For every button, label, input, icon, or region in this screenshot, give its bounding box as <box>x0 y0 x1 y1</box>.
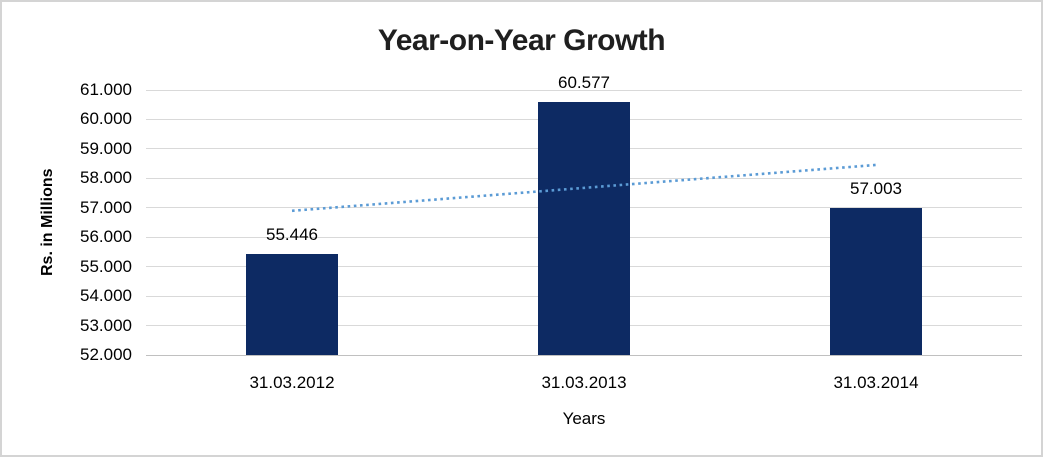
bar-31.03.2013 <box>538 102 630 355</box>
x-axis-line <box>146 354 1022 356</box>
gridline <box>146 89 1022 91</box>
bar-31.03.2014 <box>830 207 922 355</box>
chart-title: Year-on-Year Growth <box>377 24 666 57</box>
y-tick-label: 52.000 <box>80 345 132 364</box>
x-axis-title: Years <box>562 409 606 428</box>
y-tick-label: 61.000 <box>80 80 132 99</box>
y-tick-label: 57.000 <box>80 197 132 217</box>
plot-area: 55.446 60.577 57.003 <box>146 74 1022 356</box>
y-tick-label: 53.000 <box>80 315 132 335</box>
bar-value-label: 57.003 <box>850 178 902 198</box>
bar-31.03.2012 <box>246 253 338 355</box>
y-tick-label: 60.000 <box>80 109 132 129</box>
x-tick-label: 31.03.2012 <box>249 373 335 392</box>
bar-value-label: 55.446 <box>266 224 318 244</box>
y-tick-label: 59.000 <box>80 138 132 158</box>
x-tick-label: 31.03.2013 <box>541 373 627 392</box>
x-tick-label: 31.03.2014 <box>833 373 919 392</box>
y-tick-label: 54.000 <box>80 286 132 306</box>
y-tick-label: 58.000 <box>80 168 132 188</box>
y-axis-title: Rs. in Millions <box>39 168 56 277</box>
y-tick-label: 56.000 <box>80 227 132 247</box>
y-tick-label: 55.000 <box>80 256 132 276</box>
bar-value-label: 60.577 <box>558 73 610 93</box>
